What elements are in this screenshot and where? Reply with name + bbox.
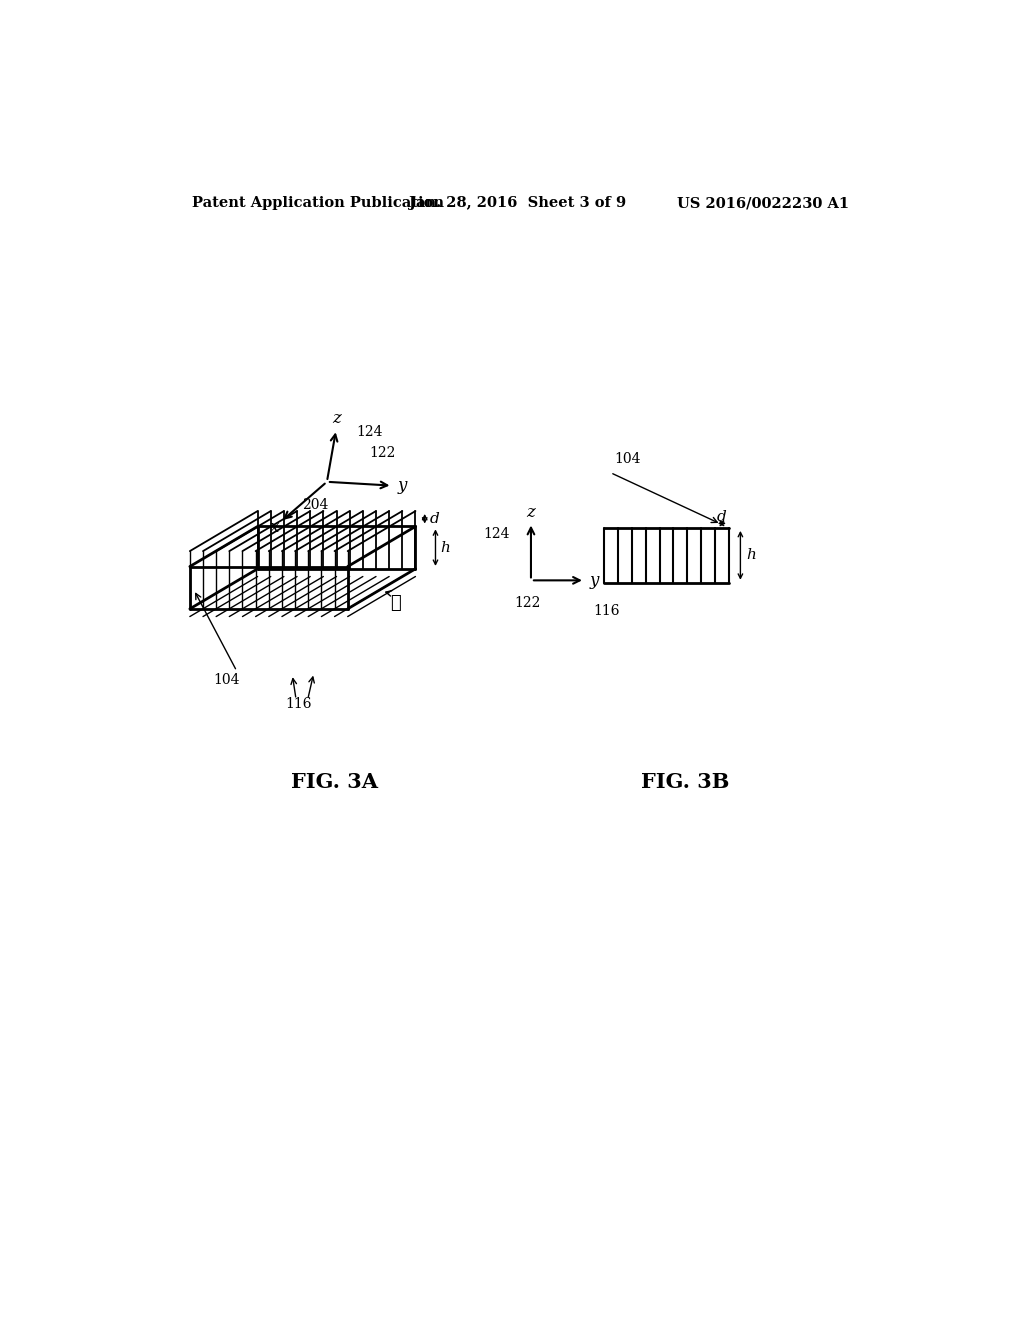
Text: 104: 104	[214, 673, 241, 688]
Text: y: y	[397, 477, 408, 494]
Text: Patent Application Publication: Patent Application Publication	[193, 197, 444, 210]
Text: 116: 116	[285, 697, 311, 710]
Text: x: x	[270, 520, 280, 536]
Text: FIG. 3A: FIG. 3A	[291, 772, 378, 792]
Text: d: d	[717, 511, 727, 524]
Text: US 2016/0022230 A1: US 2016/0022230 A1	[677, 197, 849, 210]
Text: z: z	[526, 504, 536, 521]
Text: y: y	[590, 572, 599, 589]
Text: Jan. 28, 2016  Sheet 3 of 9: Jan. 28, 2016 Sheet 3 of 9	[410, 197, 627, 210]
Text: 124: 124	[356, 425, 383, 438]
Text: h: h	[746, 548, 757, 562]
Text: 116: 116	[593, 605, 620, 618]
Text: z: z	[333, 411, 341, 428]
Text: h: h	[440, 541, 450, 554]
Text: 124: 124	[483, 527, 509, 541]
Text: d: d	[429, 512, 439, 525]
Text: 104: 104	[614, 451, 641, 466]
Text: ℓ: ℓ	[390, 594, 400, 611]
Text: 122: 122	[514, 597, 541, 610]
Text: 204: 204	[302, 498, 329, 512]
Text: 122: 122	[370, 446, 395, 459]
Text: FIG. 3B: FIG. 3B	[641, 772, 729, 792]
